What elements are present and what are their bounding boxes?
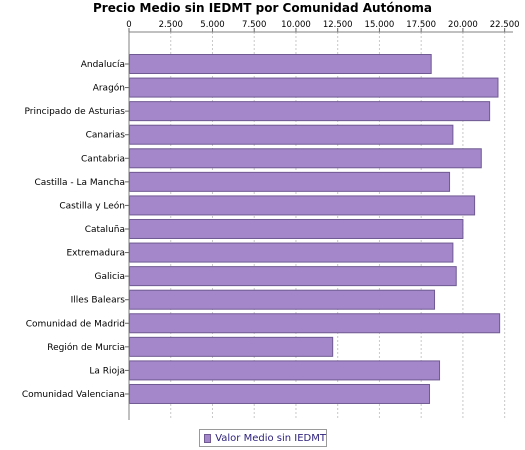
bar bbox=[129, 313, 501, 334]
category-label: Andalucía bbox=[81, 60, 125, 70]
bar bbox=[129, 266, 457, 287]
bar bbox=[129, 195, 476, 216]
bar bbox=[129, 289, 436, 310]
x-tick-label: 20.000 bbox=[448, 20, 478, 30]
category-label: Cataluña bbox=[85, 225, 125, 235]
x-tick-labels: 0 2.500 5.000 7.500 10.000 12.500 15.000 17.500… bbox=[126, 20, 519, 30]
category-label: Cantabria bbox=[81, 154, 125, 164]
category-label: La Rioja bbox=[89, 366, 125, 376]
category-label: Comunidad de Madrid bbox=[26, 319, 125, 329]
bar bbox=[129, 171, 451, 192]
x-tick-label: 22.500 bbox=[490, 20, 520, 30]
bar bbox=[129, 148, 482, 169]
x-tick-label: 0 bbox=[126, 20, 131, 30]
x-tick-label: 7.500 bbox=[242, 20, 266, 30]
bar bbox=[129, 124, 454, 145]
category-label: Illes Balears bbox=[71, 296, 126, 306]
legend-swatch bbox=[204, 433, 212, 443]
category-labels: Andalucía Aragón Principado de Asturias Can… bbox=[22, 60, 125, 400]
category-label: Comunidad Valenciana bbox=[22, 390, 125, 400]
bar bbox=[129, 218, 464, 239]
category-label: Extremadura bbox=[67, 249, 126, 259]
bar bbox=[129, 54, 432, 74]
x-tick-label: 10.000 bbox=[281, 20, 311, 30]
category-label: Región de Murcia bbox=[47, 342, 125, 353]
axes bbox=[125, 28, 513, 420]
bar bbox=[129, 77, 499, 98]
category-label: Galicia bbox=[95, 272, 125, 282]
bar bbox=[129, 101, 491, 122]
x-tick-label: 5.000 bbox=[200, 20, 224, 30]
category-label: Canarias bbox=[86, 131, 126, 141]
bar bbox=[129, 242, 454, 263]
bar bbox=[129, 360, 441, 381]
category-label: Principado de Asturias bbox=[24, 107, 125, 117]
chart-title: Precio Medio sin IEDMT por Comunidad Aut… bbox=[93, 1, 432, 15]
bars bbox=[129, 54, 501, 404]
legend-label: Valor Medio sin IEDMT bbox=[215, 432, 326, 444]
bar bbox=[129, 336, 334, 357]
bar bbox=[129, 383, 431, 404]
category-label: Aragón bbox=[93, 83, 125, 94]
legend: Valor Medio sin IEDMT bbox=[199, 429, 327, 447]
x-tick-label: 2.500 bbox=[159, 20, 183, 30]
category-label: Castilla y León bbox=[59, 200, 125, 211]
category-label: Castilla - La Mancha bbox=[34, 178, 125, 188]
x-tick-label: 12.500 bbox=[323, 20, 353, 30]
x-tick-label: 17.500 bbox=[406, 20, 436, 30]
x-tick-label: 15.000 bbox=[365, 20, 395, 30]
